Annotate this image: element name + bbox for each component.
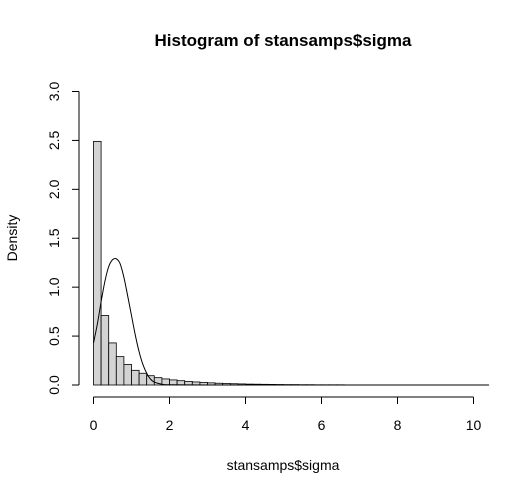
histogram-bar: [123, 364, 132, 386]
histogram-bar: [169, 379, 178, 386]
x-axis-label: stansamps$sigma: [227, 457, 340, 473]
y-tick-label: 2.0: [46, 179, 62, 199]
density-curve-layer: [93, 257, 489, 386]
chart-title: Histogram of stansamps$sigma: [155, 31, 413, 50]
y-axis: 0.0 0.5 1.0 1.5 2.0 2.5 3.0: [46, 82, 80, 395]
y-tick-label: 3.0: [46, 82, 62, 102]
x-tick-label: 4: [242, 417, 250, 433]
histogram-bar: [146, 375, 155, 386]
x-tick-label: 10: [466, 417, 482, 433]
histogram-bar: [100, 315, 110, 386]
histogram-bars: [93, 140, 490, 386]
histogram-bar: [131, 369, 140, 386]
histogram-bar: [93, 140, 102, 386]
y-tick-label: 1.5: [46, 228, 62, 248]
y-tick-label: 0.0: [46, 375, 62, 395]
x-tick-label: 8: [394, 417, 402, 433]
x-tick-label: 0: [90, 417, 98, 433]
y-tick-label: 0.5: [46, 326, 62, 346]
x-tick-label: 2: [166, 417, 174, 433]
y-axis-label: Density: [4, 215, 20, 262]
histogram-bar: [108, 342, 117, 386]
density-curve: [93, 257, 489, 386]
histogram-bar: [138, 372, 148, 386]
x-tick-label: 6: [318, 417, 326, 433]
histogram-bar: [115, 356, 125, 386]
y-tick-label: 2.5: [46, 130, 62, 150]
x-axis: 0 2 4 6 8 10: [90, 396, 482, 433]
y-tick-label: 1.0: [46, 277, 62, 297]
